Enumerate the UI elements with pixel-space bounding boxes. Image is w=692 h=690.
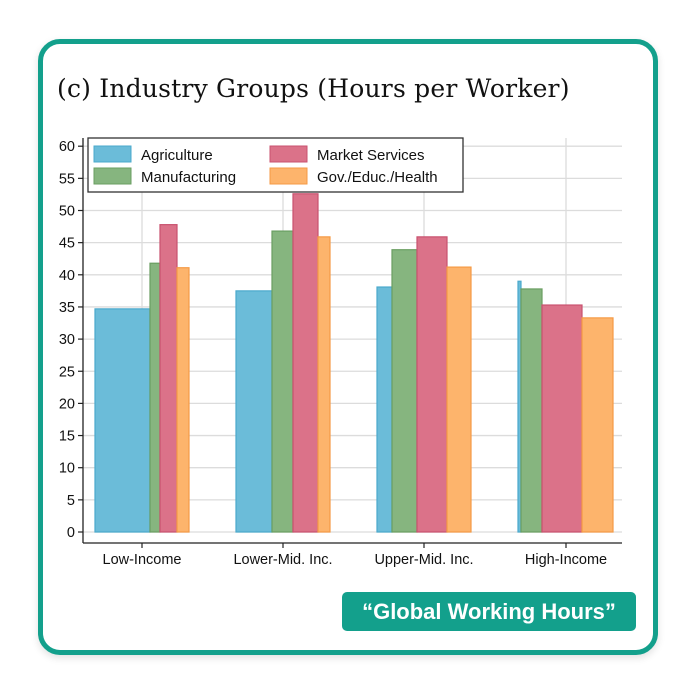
bar-manufacturing <box>149 262 161 533</box>
y-tick-label: 60 <box>59 139 75 155</box>
bar-gov-educ-health <box>317 236 331 533</box>
bar-manufacturing <box>391 249 418 533</box>
legend-label: Agriculture <box>141 147 213 164</box>
legend: Agriculture Manufacturing Market Services G… <box>87 137 464 193</box>
y-tick-label: 45 <box>59 236 75 252</box>
bar-market-services <box>159 224 178 533</box>
y-tick-label: 25 <box>59 364 75 380</box>
bars <box>94 193 614 533</box>
legend-swatch <box>93 145 132 163</box>
y-tick-label: 30 <box>59 332 75 348</box>
global-working-hours-badge: “Global Working Hours” <box>342 592 636 631</box>
y-tick-label: 35 <box>59 300 75 316</box>
legend-swatch <box>269 167 308 185</box>
y-tick-label: 40 <box>59 268 75 284</box>
bar-agriculture <box>376 286 393 533</box>
x-tick-label: High-Income <box>525 552 607 568</box>
y-tick-label: 0 <box>67 525 75 541</box>
x-tick-label: Low-Income <box>103 552 182 568</box>
y-tick-label: 20 <box>59 396 75 412</box>
bar-market-services <box>541 304 583 533</box>
bar-gov-educ-health <box>446 266 472 533</box>
legend-label: Gov./Educ./Health <box>317 169 438 186</box>
bar-market-services <box>416 236 448 533</box>
y-tick-label: 10 <box>59 461 75 477</box>
legend-label: Market Services <box>317 147 425 164</box>
bar-agriculture <box>94 308 151 533</box>
legend-swatch <box>93 167 132 185</box>
y-tick-label: 55 <box>59 171 75 187</box>
x-tick-label: Upper-Mid. Inc. <box>374 552 473 568</box>
x-tick-label: Lower-Mid. Inc. <box>233 552 332 568</box>
axes: 0 5 10 15 20 25 30 35 40 45 50 55 60 Low-Income Lower-… <box>59 138 622 568</box>
legend-label: Manufacturing <box>141 169 236 186</box>
bar-agriculture <box>235 290 273 533</box>
legend-swatch <box>269 145 308 163</box>
bar-gov-educ-health <box>581 317 614 533</box>
bar-gov-educ-health <box>176 267 190 533</box>
chart-title: (c) Industry Groups (Hours per Worker) <box>57 74 570 103</box>
y-tick-label: 50 <box>59 204 75 220</box>
y-tick-label: 15 <box>59 429 75 445</box>
bar-market-services <box>292 193 319 533</box>
y-tick-label: 5 <box>67 493 75 509</box>
bar-manufacturing <box>271 230 294 533</box>
bar-manufacturing <box>520 288 543 533</box>
